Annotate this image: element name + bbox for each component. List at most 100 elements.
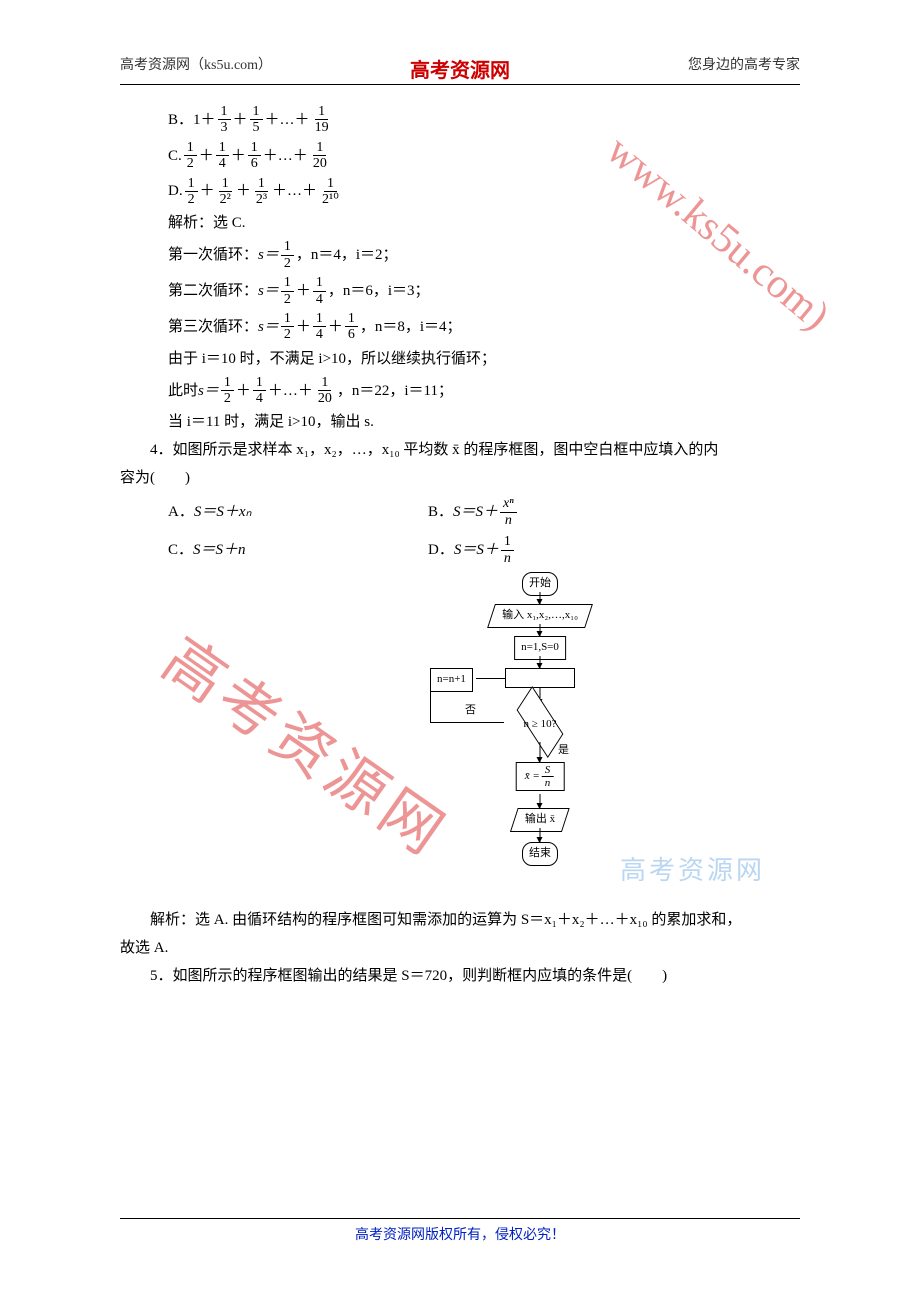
q5-stem: 5．如图所示的程序框图输出的结果是 S＝720，则判断框内应填的条件是( ) [120, 964, 800, 988]
fc-arrow [540, 592, 541, 604]
opt-label: B． [428, 500, 453, 524]
opt-label: C． [168, 538, 193, 562]
loop-1: 第一次循环： s＝ 12 ，n＝4，i＝2； [120, 239, 800, 271]
fc-output-text: 输出 x̄ [525, 811, 555, 829]
frac-den: 2 [281, 256, 294, 271]
loop-3: 第三次循环： s＝ 12 ＋14 ＋16 ，n＝8，i＝4； [120, 311, 800, 343]
fc-arrow [540, 828, 541, 842]
page-footer: 高考资源网版权所有，侵权必究！ [120, 1218, 800, 1247]
fc-yes-label: 是 [558, 742, 569, 760]
frac-num: 1 [216, 140, 229, 156]
dots: ＋…＋ [272, 179, 317, 203]
option-d: D. 12 ＋12² ＋12³ ＋…＋ 12¹⁰ [120, 176, 800, 208]
frac-num: 1 [185, 176, 198, 192]
frac-den: 2 [221, 391, 234, 406]
frac-den: n [542, 777, 554, 789]
fc-input-text: 输入 x₁,x₂,…,x₁₀ [502, 607, 578, 625]
frac-num: 1 [313, 140, 326, 156]
frac-num: 1 [255, 176, 268, 192]
fc-increment: n=n+1 [430, 668, 473, 692]
loop-tail: ，n＝8，i＝4； [360, 315, 462, 339]
opt-text: S＝S＋xₙ [194, 500, 252, 524]
frac-num: 1 [250, 104, 263, 120]
frac-num: 1 [318, 375, 331, 391]
q4-options-row-2: C． S＝S＋n D． S＝S＋ 1n [168, 534, 800, 566]
q4-opt-d: D． S＝S＋ 1n [428, 534, 688, 566]
frac-den: 2 [281, 292, 294, 307]
frac-num: xⁿ [500, 496, 517, 512]
fc-line [430, 688, 431, 722]
q4-options-row-1: A． S＝S＋xₙ B． S＝S＋ xⁿn [168, 496, 800, 528]
page-content: B． 1＋ 13 ＋15 ＋…＋ 119 C. 12 ＋14 ＋16 ＋…＋ 1… [120, 100, 800, 992]
flowchart: 开始 输入 x₁,x₂,…,x₁₀ n=1,S=0 n ≥ 10? 否 n=n+… [410, 572, 670, 902]
frac-den: 4 [253, 391, 266, 406]
frac-den: 19 [312, 120, 332, 135]
opt-label: A． [168, 500, 194, 524]
q4-stem-2: 容为( ) [120, 466, 800, 490]
frac-num: 1 [345, 311, 358, 327]
fc-line [476, 678, 505, 679]
frac-num: 1 [313, 311, 326, 327]
loop-tail: ，n＝4，i＝2； [296, 243, 398, 267]
opt-b-lead: 1＋ [193, 108, 216, 132]
answer-4-2: 故选 A. [120, 936, 800, 960]
page-header: 高考资源网（ks5u.com） 高考资源网 您身边的高考专家 [120, 55, 800, 85]
frac-num: 1 [219, 176, 232, 192]
fc-mean: x̄ = Sn [516, 762, 565, 791]
frac-num: 1 [253, 375, 266, 391]
loop-2: 第二次循环： s＝ 12 ＋14 ，n＝6，i＝3； [120, 275, 800, 307]
loop-pre: 第三次循环： [168, 315, 258, 339]
fc-arrow [540, 656, 541, 668]
dots: ＋…＋ [265, 108, 310, 132]
fc-arrow [540, 794, 541, 808]
frac-num: 1 [218, 104, 231, 120]
opt-c-label: C. [168, 144, 182, 168]
frac-den: 2¹⁰ [319, 192, 342, 207]
frac-den: 20 [315, 391, 335, 406]
frac-num: 1 [501, 534, 514, 550]
answer-3: 解析：选 C. [120, 211, 800, 235]
frac-den: 4 [313, 292, 326, 307]
frac-num: 1 [281, 311, 294, 327]
s-eq: s＝ [198, 379, 219, 403]
frac-den: 6 [248, 156, 261, 171]
now-pre: 此时 [168, 379, 198, 403]
fc-arrow [540, 742, 541, 762]
frac-den: 3 [218, 120, 231, 135]
frac-den: 2 [281, 327, 294, 342]
fc-mean-lhs: x̄ = [525, 768, 540, 786]
fc-line [430, 722, 504, 723]
now-tail: ，n＝22，i＝11； [337, 379, 453, 403]
dots: ＋…＋ [263, 144, 308, 168]
opt-text: S＝S＋ [454, 538, 499, 562]
frac-num: 1 [184, 140, 197, 156]
s-eq: s＝ [258, 279, 279, 303]
frac-den: 5 [250, 120, 263, 135]
loop-pre: 第一次循环： [168, 243, 258, 267]
frac-num: 1 [221, 375, 234, 391]
loop-pre: 第二次循环： [168, 279, 258, 303]
frac-den: n [502, 513, 515, 528]
q4-opt-a: A． S＝S＋xₙ [168, 496, 428, 528]
dots: ＋…＋ [268, 379, 313, 403]
frac-den: 2 [184, 156, 197, 171]
opt-b-label: B． [168, 108, 193, 132]
opt-label: D． [428, 538, 454, 562]
frac-den: 2 [185, 192, 198, 207]
option-b: B． 1＋ 13 ＋15 ＋…＋ 119 [120, 104, 800, 136]
option-c: C. 12 ＋14 ＋16 ＋…＋ 120 [120, 140, 800, 172]
fc-no-label: 否 [465, 702, 476, 720]
fc-end: 结束 [522, 842, 558, 866]
frac-den: 2² [217, 192, 234, 207]
frac-den: 2³ [253, 192, 270, 207]
frac-den: 20 [310, 156, 330, 171]
line-i11: 当 i＝11 时，满足 i>10，输出 s. [120, 410, 800, 434]
q4-opt-c: C． S＝S＋n [168, 534, 428, 566]
frac-den: 4 [313, 327, 326, 342]
opt-text: S＝S＋n [193, 538, 246, 562]
answer-4-1: 解析：选 A. 由循环结构的程序框图可知需添加的运算为 S＝x₁＋x₂＋…＋x₁… [120, 908, 800, 932]
frac-num: 1 [248, 140, 261, 156]
frac-num: 1 [313, 275, 326, 291]
frac-num: 1 [281, 239, 294, 255]
line-now: 此时 s＝ 12 ＋14 ＋…＋ 120 ，n＝22，i＝11； [120, 375, 800, 407]
